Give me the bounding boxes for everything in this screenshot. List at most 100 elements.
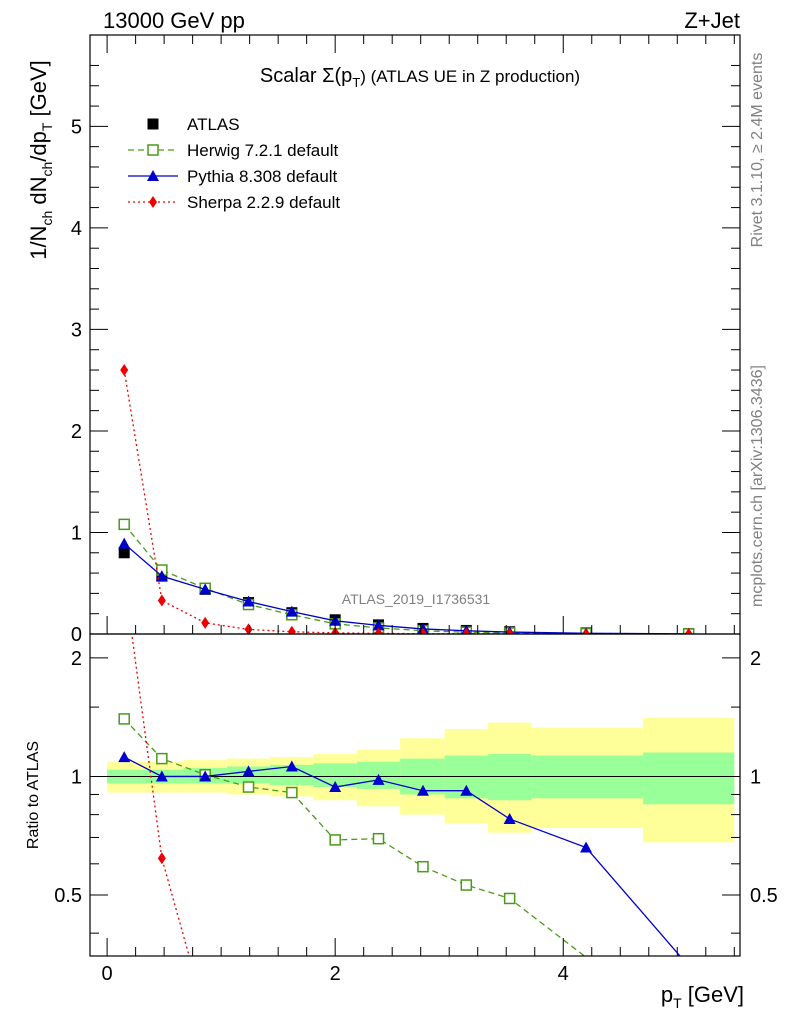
data-point — [244, 623, 253, 634]
data-point — [118, 713, 130, 725]
data-point — [329, 834, 341, 846]
data-point — [120, 364, 129, 377]
data-point — [157, 852, 166, 865]
legend-marker — [147, 170, 159, 181]
legend-item: Herwig 7.2.1 default — [128, 141, 338, 160]
data-point — [242, 781, 255, 793]
analysis-watermark: ATLAS_2019_I1736531 — [342, 591, 491, 607]
ratio-panel: 0.5 0.5 1 1 2 2 0 2 4 — [54, 633, 778, 985]
legend-marker — [147, 144, 159, 156]
inner-band — [270, 764, 314, 786]
data-point — [157, 594, 166, 607]
ratio-y-tick-label-left: 2 — [71, 648, 82, 670]
ratio-y-tick-label-right: 0.5 — [750, 885, 778, 907]
legend-label: ATLAS — [187, 115, 240, 134]
legend-label: Pythia 8.308 default — [187, 167, 338, 186]
plot-title-prefix: Scalar Σ(p — [260, 65, 352, 87]
x-label-unit: [GeV] — [682, 982, 744, 1007]
y-tick-label: 0 — [71, 624, 82, 646]
data-point — [460, 784, 473, 796]
data-point — [199, 770, 212, 782]
y-tick-label: 1 — [71, 522, 82, 544]
ratio-y-tick-label-left: 0.5 — [54, 885, 82, 907]
series-line — [123, 543, 689, 634]
legend-item: Pythia 8.308 default — [128, 167, 338, 186]
legend: ATLAS Herwig 7.2.1 default Pythia 8.308 de… — [128, 115, 340, 212]
data-point — [201, 616, 210, 629]
plot-title-subscript: T — [352, 75, 360, 90]
ratio-axis-ticks: 0.5 0.5 1 1 2 2 0 2 4 — [54, 648, 778, 985]
legend-marker — [147, 118, 159, 130]
data-point — [462, 627, 471, 634]
data-point — [329, 781, 342, 793]
data-point — [287, 625, 296, 634]
y-label-part-e: /dp — [26, 131, 51, 162]
y-tick-label: 2 — [71, 421, 82, 443]
ratio-series-pythia — [118, 751, 681, 956]
data-point — [286, 786, 298, 799]
y-label-part-g: [GeV] — [26, 60, 51, 122]
y-tick-label: 5 — [71, 116, 82, 138]
header-right-label: Z+Jet — [684, 8, 740, 33]
y-axis-label-main: 1/Nch dNch/dpT [GeV] — [26, 60, 55, 260]
data-point — [156, 752, 168, 765]
x-tick-label: 2 — [330, 963, 341, 985]
plot-title: Scalar Σ(pT) (ATLAS UE in Z production) — [260, 65, 580, 90]
y-label-sub-d: ch — [39, 162, 55, 177]
main-axis-ticks: 0 1 2 3 4 5 — [71, 35, 740, 646]
mcplots-source-label: mcplots.cern.ch [arXiv:1306.3436] — [749, 365, 766, 607]
data-point — [416, 784, 429, 796]
legend-label: Herwig 7.2.1 default — [187, 141, 338, 160]
legend-item: ATLAS — [147, 115, 240, 134]
inner-band — [313, 763, 357, 788]
data-point — [503, 892, 516, 905]
data-point — [460, 879, 473, 891]
data-point — [374, 627, 383, 634]
data-point — [582, 627, 591, 634]
legend-item: Sherpa 2.2.9 default — [128, 193, 340, 212]
y-label-sub-b: ch — [39, 211, 55, 226]
ratio-data-layer — [118, 634, 681, 956]
data-point — [242, 765, 255, 777]
inner-band — [643, 752, 735, 805]
ratio-y-tick-label-right: 2 — [750, 648, 761, 670]
data-point — [118, 751, 131, 763]
ratio-series-herwig — [118, 713, 586, 956]
plot-title-suffix: ) (ATLAS UE in Z production) — [360, 67, 580, 86]
x-label-main: p — [661, 982, 673, 1007]
data-point — [118, 537, 131, 549]
x-label-sub: T — [673, 995, 682, 1011]
y-axis-label-ratio: Ratio to ATLAS — [25, 741, 42, 849]
data-point — [505, 627, 514, 634]
data-point — [503, 812, 516, 824]
series-line — [123, 523, 689, 634]
y-tick-label: 3 — [71, 319, 82, 341]
ratio-y-tick-label-right: 1 — [750, 766, 761, 788]
legend-label: Sherpa 2.2.9 default — [187, 193, 340, 212]
data-point — [118, 547, 130, 559]
ratio-panel-frame — [89, 633, 741, 957]
data-point — [155, 770, 168, 782]
x-tick-label: 0 — [102, 963, 113, 985]
rivet-version-label: Rivet 3.1.10, ≥ 2.4M events — [749, 53, 766, 248]
ratio-y-tick-label-left: 1 — [71, 766, 82, 788]
data-point — [242, 595, 255, 607]
header-left-label: 13000 GeV pp — [103, 8, 245, 33]
data-point — [199, 583, 212, 595]
data-point — [684, 627, 693, 634]
series-line — [123, 756, 681, 956]
x-tick-label: 4 — [558, 963, 569, 985]
inner-band — [487, 754, 532, 801]
data-point — [372, 773, 385, 785]
data-point — [285, 760, 298, 772]
data-point — [372, 832, 385, 845]
data-point — [118, 518, 130, 531]
main-panel: 0 1 2 3 4 5 — [71, 34, 741, 646]
ratio-series-sherpa — [131, 634, 190, 956]
y-label-sub-f: T — [39, 122, 55, 131]
data-point — [372, 619, 385, 631]
legend-marker — [149, 196, 157, 208]
data-point — [285, 605, 298, 617]
data-point — [417, 860, 429, 873]
